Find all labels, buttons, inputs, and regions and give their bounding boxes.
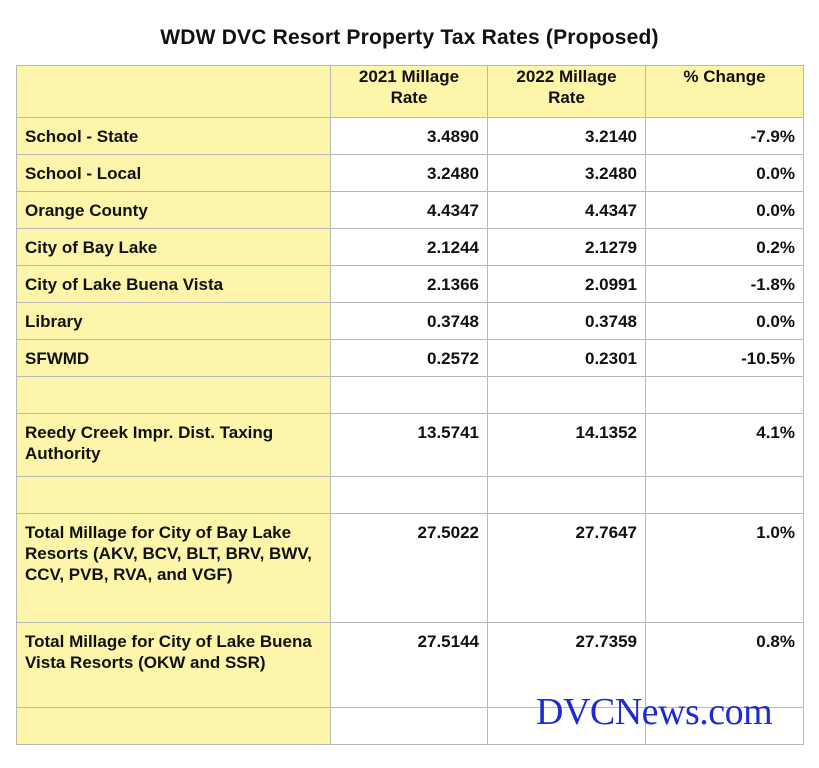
row-label: Total Millage for City of Lake Buena Vis…	[16, 622, 331, 708]
row-label: School - State	[16, 117, 331, 155]
percent-change-cell: -1.8%	[645, 265, 804, 303]
percent-change-cell: -7.9%	[645, 117, 804, 155]
percent-change-cell	[645, 376, 804, 414]
rate-2022-cell: 0.3748	[487, 302, 646, 340]
percent-change-cell	[645, 476, 804, 514]
rate-2021-cell	[330, 376, 488, 414]
header-2021-line1: 2021 Millage	[358, 67, 460, 86]
row-label: School - Local	[16, 154, 331, 192]
row-label: City of Lake Buena Vista	[16, 265, 331, 303]
header-2021-millage: 2021 Millage Rate	[330, 65, 488, 118]
percent-change-cell: 0.8%	[645, 622, 804, 708]
table-row: Total Millage for City of Lake Buena Vis…	[16, 622, 804, 708]
rate-2022-cell: 2.1279	[487, 228, 646, 266]
header-2022-millage: 2022 Millage Rate	[487, 65, 646, 118]
rate-2022-cell	[487, 707, 646, 745]
table-row: School - State 3.4890 3.2140 -7.9%	[16, 117, 804, 155]
rate-2022-cell: 3.2480	[487, 154, 646, 192]
rate-2022-cell	[487, 476, 646, 514]
rate-2021-cell: 13.5741	[330, 413, 488, 477]
rate-2021-cell	[330, 476, 488, 514]
row-label: Library	[16, 302, 331, 340]
rate-2021-cell: 3.4890	[330, 117, 488, 155]
header-2021-line2: Rate	[390, 88, 428, 107]
row-label	[16, 476, 331, 514]
rate-2022-cell: 3.2140	[487, 117, 646, 155]
rate-2022-cell: 27.7359	[487, 622, 646, 708]
rate-2022-cell: 2.0991	[487, 265, 646, 303]
rate-2022-cell	[487, 376, 646, 414]
row-label: Orange County	[16, 191, 331, 229]
rate-2021-cell: 2.1244	[330, 228, 488, 266]
percent-change-cell: 4.1%	[645, 413, 804, 477]
rate-2022-cell: 14.1352	[487, 413, 646, 477]
spacer-row	[16, 376, 804, 414]
rate-2021-cell: 27.5022	[330, 513, 488, 623]
spacer-row	[16, 707, 804, 745]
row-label	[16, 707, 331, 745]
percent-change-cell: -10.5%	[645, 339, 804, 377]
rate-2021-cell: 2.1366	[330, 265, 488, 303]
table-row: City of Bay Lake 2.1244 2.1279 0.2%	[16, 228, 804, 266]
percent-change-cell: 1.0%	[645, 513, 804, 623]
percent-change-cell: 0.0%	[645, 154, 804, 192]
percent-change-cell: 0.2%	[645, 228, 804, 266]
table-row: Total Millage for City of Bay Lake Resor…	[16, 513, 804, 623]
tax-rate-table: 2021 Millage Rate 2022 Millage Rate % Ch…	[16, 65, 804, 745]
rate-2021-cell	[330, 707, 488, 745]
header-percent-change: % Change	[645, 65, 804, 118]
header-blank	[16, 65, 331, 118]
rate-2022-cell: 4.4347	[487, 191, 646, 229]
table-row: City of Lake Buena Vista 2.1366 2.0991 -…	[16, 265, 804, 303]
table-row: School - Local 3.2480 3.2480 0.0%	[16, 154, 804, 192]
percent-change-cell: 0.0%	[645, 191, 804, 229]
table-row: SFWMD 0.2572 0.2301 -10.5%	[16, 339, 804, 377]
row-label: Reedy Creek Impr. Dist. Taxing Authority	[16, 413, 331, 477]
header-2022-line1: 2022 Millage	[516, 67, 617, 86]
percent-change-cell	[645, 707, 804, 745]
spacer-row	[16, 476, 804, 514]
table-row: Reedy Creek Impr. Dist. Taxing Authority…	[16, 413, 804, 477]
rate-2022-cell: 0.2301	[487, 339, 646, 377]
header-row: 2021 Millage Rate 2022 Millage Rate % Ch…	[16, 65, 804, 118]
rate-2021-cell: 0.2572	[330, 339, 488, 377]
row-label: Total Millage for City of Bay Lake Resor…	[16, 513, 331, 623]
row-label	[16, 376, 331, 414]
rate-2021-cell: 3.2480	[330, 154, 488, 192]
dvcnews-watermark: DVCNews.com	[536, 691, 773, 733]
row-label: SFWMD	[16, 339, 331, 377]
percent-change-cell: 0.0%	[645, 302, 804, 340]
rate-2021-cell: 0.3748	[330, 302, 488, 340]
table-row: Orange County 4.4347 4.4347 0.0%	[16, 191, 804, 229]
table-row: Library 0.3748 0.3748 0.0%	[16, 302, 804, 340]
rate-2021-cell: 27.5144	[330, 622, 488, 708]
page-title: WDW DVC Resort Property Tax Rates (Propo…	[160, 26, 659, 49]
header-2022-line2: Rate	[548, 88, 585, 107]
rate-2022-cell: 27.7647	[487, 513, 646, 623]
rate-2021-cell: 4.4347	[330, 191, 488, 229]
row-label: City of Bay Lake	[16, 228, 331, 266]
